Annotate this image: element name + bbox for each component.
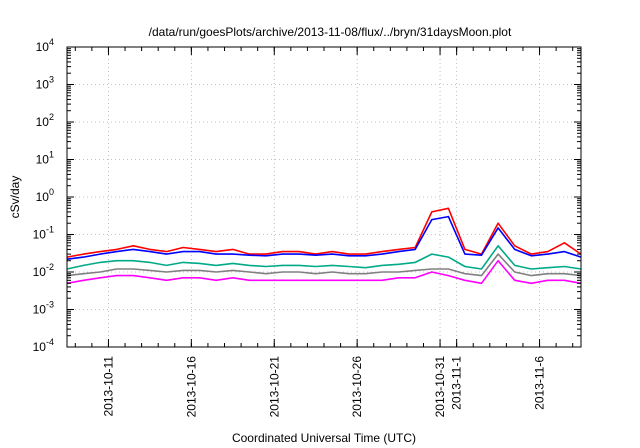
x-tick-label: 2013-11-6 [533, 356, 547, 410]
y-tick-label: 102 [36, 112, 54, 129]
chart-title: /data/run/goesPlots/archive/2013-11-08/f… [149, 25, 512, 39]
y-axis: 10-4 10-3 10-2 10-1 100 101 102 103 104 [33, 37, 581, 354]
series-line-1 [66, 207, 582, 258]
y-tick-label: 104 [36, 37, 54, 54]
y-tick-label: 10-4 [33, 337, 54, 354]
x-tick-label: 2013-10-21 [267, 356, 281, 418]
y-tick-label: 101 [36, 150, 54, 167]
y-tick-label: 10-2 [33, 262, 54, 279]
x-tick-label: 2013-10-31 [433, 356, 447, 418]
x-tick-label: 2013-11-1 [450, 356, 464, 410]
x-axis: 2013-10-11 2013-10-16 2013-10-21 2013-10-26… [74, 47, 574, 418]
y-tick-label: 10-1 [33, 225, 54, 242]
series-line-3 [66, 245, 582, 270]
series-line-2 [66, 215, 582, 260]
y-tick-label: 103 [36, 75, 54, 92]
grid [67, 47, 581, 347]
x-tick-label: 2013-10-26 [350, 356, 364, 418]
x-tick-label: 2013-10-11 [101, 356, 115, 417]
y-tick-label: 10-3 [33, 300, 54, 317]
series-line-5 [66, 259, 582, 285]
series-layer [66, 207, 582, 285]
x-axis-label: Coordinated Universal Time (UTC) [232, 431, 416, 445]
y-tick-label: 100 [36, 187, 54, 204]
x-tick-label: 2013-10-16 [184, 356, 198, 418]
y-axis-label: cSv/day [8, 176, 22, 219]
series-line-4 [66, 253, 582, 277]
